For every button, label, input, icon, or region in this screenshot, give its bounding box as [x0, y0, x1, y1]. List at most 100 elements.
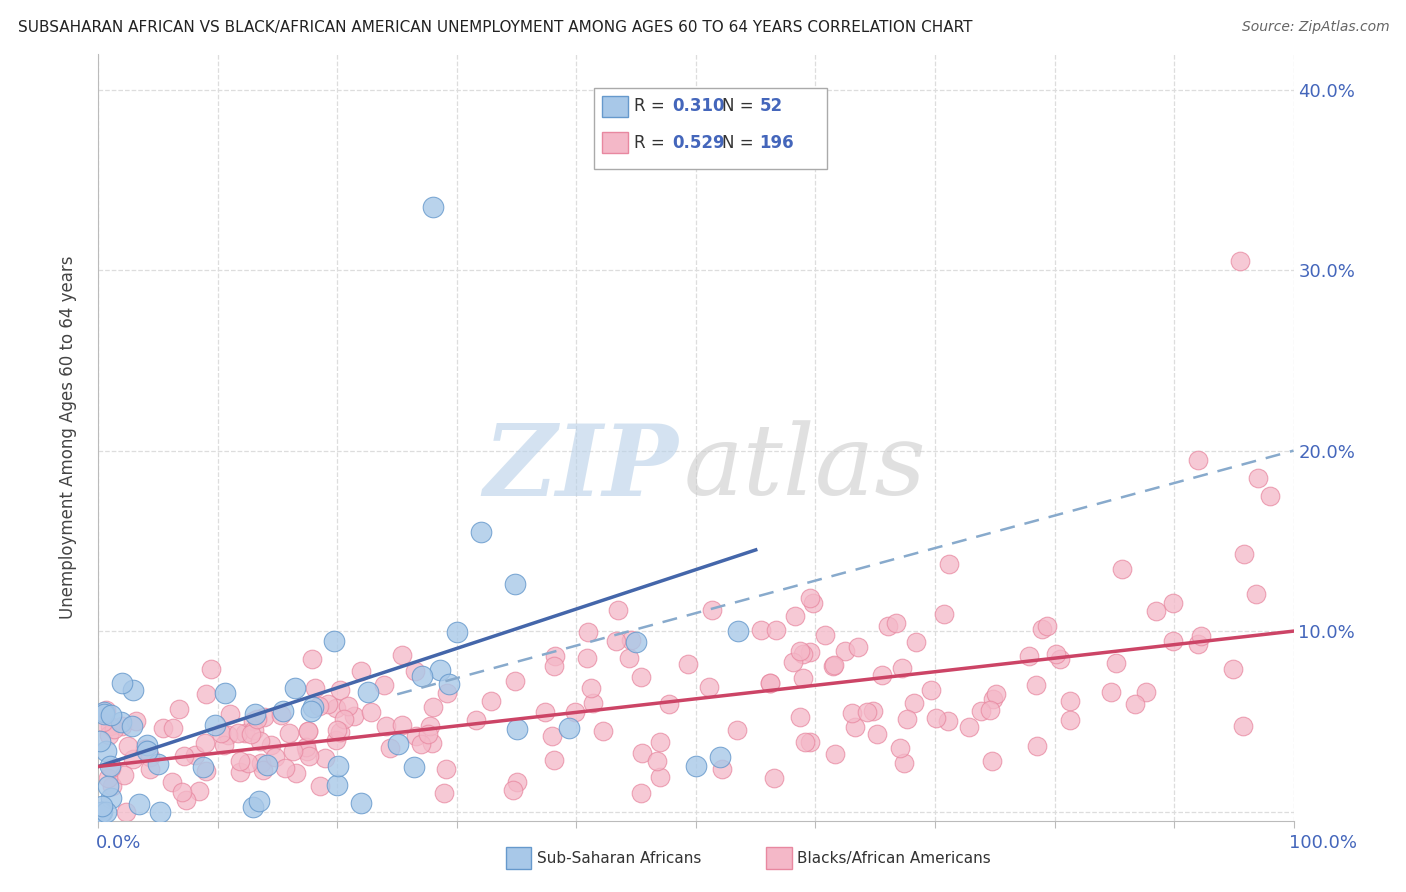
- Point: [799, 645, 821, 659]
- Point: [349, 664, 371, 678]
- Point: [801, 596, 824, 610]
- Point: [821, 658, 844, 673]
- Point: [281, 744, 304, 758]
- Point: [98, 759, 121, 773]
- Point: [103, 722, 125, 736]
- Point: [419, 719, 441, 733]
- FancyBboxPatch shape: [602, 95, 628, 117]
- Point: [326, 778, 349, 792]
- Point: [582, 696, 605, 710]
- Point: [543, 753, 565, 767]
- Point: [630, 670, 652, 684]
- Point: [94, 744, 117, 758]
- Point: [506, 723, 529, 737]
- Point: [91, 714, 114, 729]
- Point: [1232, 719, 1254, 733]
- Point: [422, 200, 444, 214]
- Point: [89, 734, 111, 748]
- Point: [97, 780, 120, 794]
- Point: [117, 739, 139, 753]
- Point: [217, 728, 239, 742]
- Text: 100.0%: 100.0%: [1289, 834, 1357, 852]
- Point: [416, 727, 439, 741]
- Point: [360, 705, 382, 719]
- Point: [169, 702, 191, 716]
- Y-axis label: Unemployment Among Ages 60 to 64 years: Unemployment Among Ages 60 to 64 years: [59, 255, 77, 619]
- Point: [284, 766, 307, 780]
- Point: [325, 701, 347, 715]
- Point: [502, 783, 524, 797]
- Text: 0.529: 0.529: [672, 135, 724, 153]
- Text: 0.310: 0.310: [672, 97, 724, 115]
- Point: [658, 697, 681, 711]
- Point: [1135, 685, 1157, 699]
- Point: [1161, 596, 1184, 610]
- Point: [243, 723, 266, 737]
- Point: [884, 615, 907, 630]
- Point: [333, 712, 356, 726]
- Point: [711, 762, 734, 776]
- Point: [148, 757, 170, 772]
- Point: [725, 723, 748, 738]
- Point: [1187, 637, 1209, 651]
- Point: [759, 676, 782, 690]
- Text: SUBSAHARAN AFRICAN VS BLACK/AFRICAN AMERICAN UNEMPLOYMENT AMONG AGES 60 TO 64 YE: SUBSAHARAN AFRICAN VS BLACK/AFRICAN AMER…: [18, 20, 973, 35]
- Point: [212, 738, 235, 752]
- Point: [420, 736, 443, 750]
- Point: [350, 796, 373, 810]
- Point: [297, 723, 319, 738]
- Point: [260, 738, 283, 752]
- Point: [304, 681, 326, 696]
- Point: [329, 724, 352, 739]
- Point: [112, 768, 135, 782]
- Point: [592, 724, 614, 739]
- Point: [626, 634, 648, 648]
- Point: [273, 761, 295, 775]
- Point: [90, 799, 112, 814]
- Point: [433, 786, 456, 800]
- Point: [920, 683, 942, 698]
- Point: [391, 718, 413, 732]
- Point: [249, 756, 271, 770]
- Point: [343, 708, 366, 723]
- Point: [630, 747, 652, 761]
- Point: [121, 719, 143, 733]
- Point: [240, 727, 263, 741]
- Point: [149, 805, 172, 819]
- FancyBboxPatch shape: [602, 132, 628, 153]
- Point: [136, 738, 159, 752]
- Point: [543, 648, 565, 663]
- Point: [606, 602, 628, 616]
- Point: [328, 758, 350, 772]
- Point: [1244, 587, 1267, 601]
- Point: [541, 729, 564, 743]
- Point: [1258, 489, 1281, 503]
- Point: [446, 625, 468, 640]
- Point: [1025, 678, 1047, 692]
- Point: [1104, 656, 1126, 670]
- Point: [936, 714, 959, 728]
- Point: [834, 644, 856, 658]
- Point: [620, 633, 643, 648]
- Point: [247, 794, 270, 808]
- Point: [110, 714, 132, 729]
- Point: [564, 706, 586, 720]
- Point: [1031, 622, 1053, 636]
- Point: [375, 719, 398, 733]
- Point: [242, 799, 264, 814]
- Point: [904, 634, 927, 648]
- Point: [846, 640, 869, 654]
- Point: [938, 557, 960, 571]
- Point: [174, 793, 197, 807]
- Text: 52: 52: [759, 97, 782, 115]
- Point: [792, 647, 814, 661]
- Point: [101, 779, 124, 793]
- Point: [789, 644, 811, 658]
- Point: [789, 710, 811, 724]
- Point: [378, 741, 401, 756]
- Point: [1045, 647, 1067, 661]
- Point: [226, 725, 249, 739]
- FancyBboxPatch shape: [595, 88, 827, 169]
- Point: [298, 748, 321, 763]
- Point: [1123, 697, 1146, 711]
